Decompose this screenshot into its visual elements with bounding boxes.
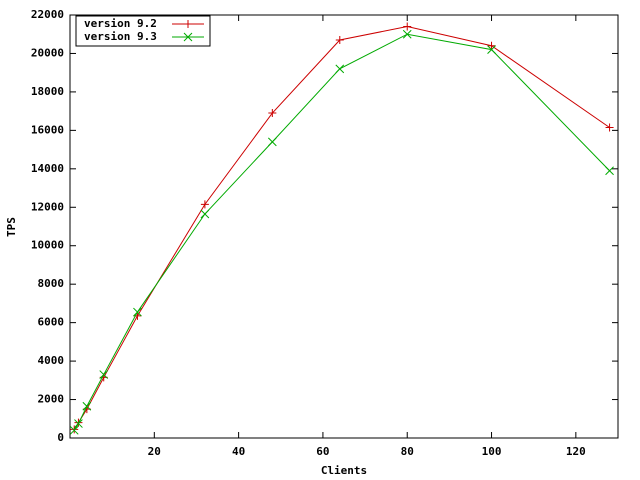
data-point (200, 209, 210, 219)
data-point (200, 200, 209, 209)
legend-label: version 9.2 (84, 17, 157, 30)
y-tick-label: 2000 (38, 393, 65, 406)
x-tick-label: 40 (232, 445, 245, 458)
series-line (73, 26, 610, 430)
data-point (70, 425, 79, 434)
y-tick-label: 6000 (38, 316, 65, 329)
data-point (268, 109, 277, 118)
y-tick-label: 14000 (31, 162, 64, 175)
data-point (487, 45, 496, 54)
data-point (267, 137, 277, 147)
y-tick-label: 12000 (31, 200, 64, 213)
y-tick-label: 16000 (31, 123, 64, 136)
x-tick-label: 120 (566, 445, 586, 458)
y-tick-label: 0 (57, 431, 64, 444)
legend-marker (183, 32, 193, 42)
x-tick-label: 20 (148, 445, 161, 458)
plot-frame (69, 14, 619, 439)
x-tick-label: 60 (316, 445, 329, 458)
data-point (133, 311, 142, 320)
data-point (99, 370, 109, 379)
series-line (73, 33, 610, 431)
data-point (82, 401, 92, 411)
y-tick-label: 22000 (31, 8, 64, 21)
y-tick-label: 10000 (31, 239, 64, 252)
y-tick-label: 18000 (31, 85, 64, 98)
data-point (69, 425, 79, 435)
legend-marker (184, 20, 192, 28)
data-point (74, 419, 83, 428)
data-point (335, 35, 344, 44)
x-tick-label: 100 (482, 445, 502, 458)
x-tick-label: 80 (401, 445, 414, 458)
data-point (335, 64, 345, 74)
y-tick-label: 20000 (31, 46, 64, 59)
data-point (605, 123, 614, 132)
legend-label: version 9.3 (84, 30, 157, 43)
data-point (402, 29, 412, 39)
data-point (403, 22, 412, 31)
data-point (605, 166, 614, 176)
y-tick-label: 8000 (38, 277, 65, 290)
y-axis-label: TPS (5, 217, 18, 237)
data-point (133, 307, 142, 317)
y-tick-label: 4000 (38, 354, 65, 367)
x-axis-label: Clients (321, 464, 367, 477)
data-point (487, 41, 496, 50)
